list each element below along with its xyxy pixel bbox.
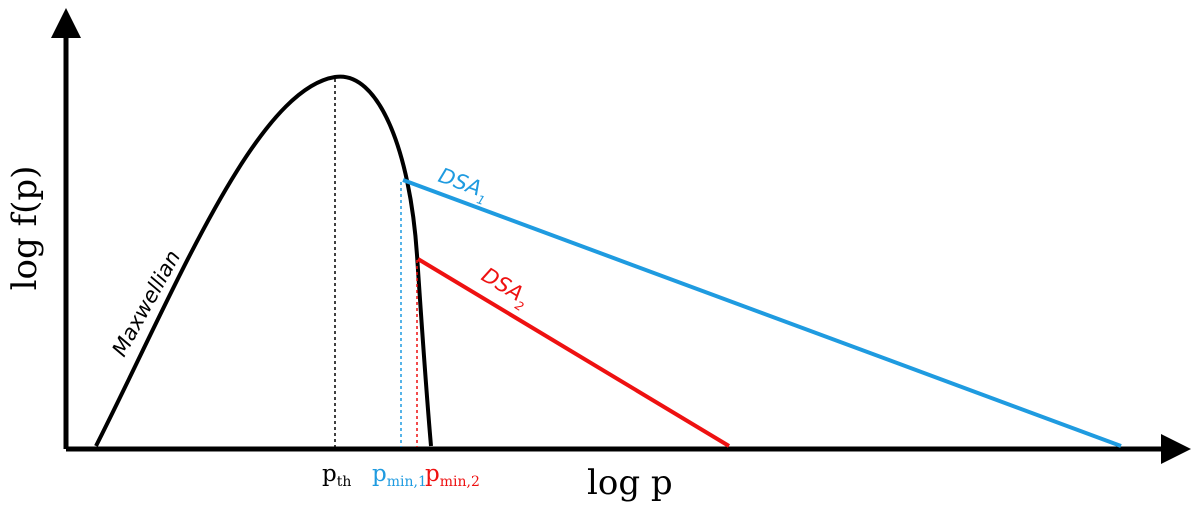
p-min2-label: pmin,2 bbox=[425, 461, 480, 490]
dsa1-line bbox=[402, 178, 1122, 448]
dsa2-line bbox=[416, 257, 731, 448]
p-min1-label: pmin,1 bbox=[372, 461, 427, 490]
p-th-label: pth bbox=[322, 461, 351, 490]
maxwellian-curve bbox=[94, 74, 433, 447]
dsa2-label: DSA2 bbox=[475, 263, 534, 314]
x-axis-title: log p bbox=[587, 463, 673, 503]
y-axis-title: log f(p) bbox=[5, 166, 45, 291]
